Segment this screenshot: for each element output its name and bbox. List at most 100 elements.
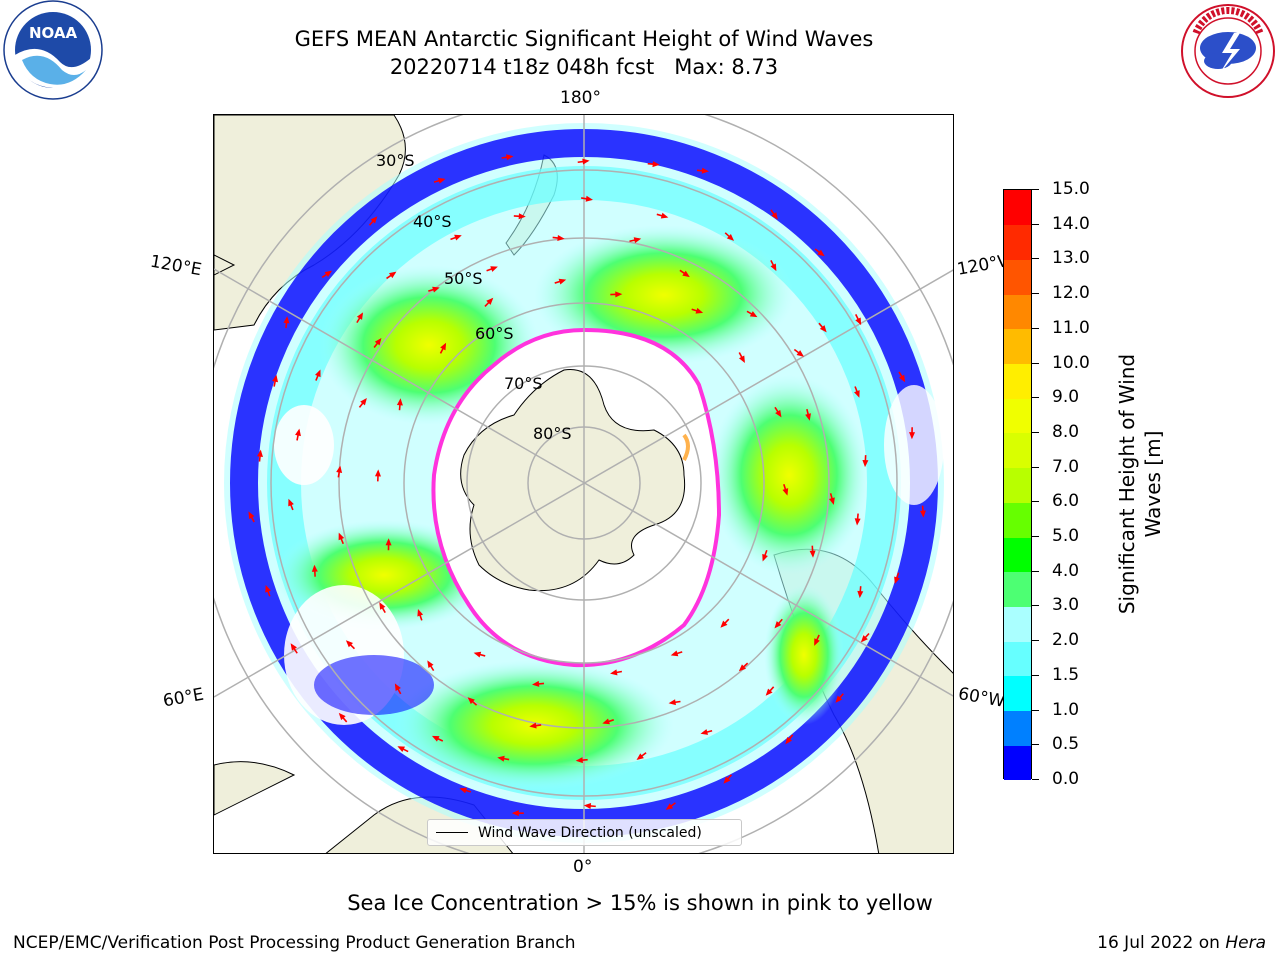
lon-label-180: 180° [560,88,601,108]
land-antarctica [460,368,686,592]
sea-ice-note: Sea Ice Concentration > 15% is shown in … [347,891,933,915]
wave-direction-arrowhead [701,167,709,174]
colorbar-tick-mark [1032,431,1039,433]
colorbar-tick-label: 5.0 [1052,526,1080,547]
colorbar-tick-mark [1032,293,1039,295]
wave-direction-arrowhead [835,695,843,703]
wave-direction-arrowhead [774,621,782,629]
wave-direction-arrowhead [765,688,773,696]
colorbar-tick-mark [1032,570,1039,572]
wave-direction-arrowhead [454,234,462,241]
wave-direction-arrowhead [909,432,916,440]
colorbar-tick-mark [1032,327,1039,329]
colorbar-tick-mark [1032,466,1039,468]
wave-direction-arrowhead [814,638,820,646]
wave-direction-arrowhead [700,729,709,735]
lat-label-60s: 60°S [475,324,514,343]
colorbar-segment [1004,224,1031,260]
colorbar-segment [1004,398,1031,434]
wave-direction-arrowhead [370,216,378,224]
nws-logo [1181,4,1275,98]
map-legend: Wind Wave Direction (unscaled) [427,819,742,846]
wave-direction-arrowhead [338,712,346,721]
wave-direction-arrowhead [388,271,397,279]
wave-direction-arrowhead [636,753,644,760]
wave-direction-arrowhead [486,297,494,305]
lat-label-30s: 30°S [376,151,415,170]
wave-direction-arrowhead [518,213,526,220]
graticule [214,115,953,853]
colorbar-tick-label: 0.0 [1052,769,1080,789]
colorbar-tick-mark [1032,744,1039,746]
colorbar-tick-mark [1032,605,1039,607]
footer-date: 16 Jul 2022 on Hera [1097,933,1266,953]
wave-direction-arrowhead [396,398,403,406]
noaa-logo: NOAA [3,0,103,100]
wave-direction-arrowhead [860,635,868,643]
footer-credit: NCEP/EMC/Verification Post Processing Pr… [13,933,576,953]
wave-direction-arrowhead [288,498,294,507]
colorbar-tick-label: 11.0 [1052,317,1090,338]
wave-direction-arrowhead [805,413,811,421]
wave-direction-arrowhead [257,449,263,457]
lon-label-60e: 60°E [161,684,206,712]
wave-direction-arrowhead [394,683,401,691]
colorbar-tick-mark [1032,709,1039,711]
wave-direction-arrowhead [771,212,778,220]
colorbar-tick-mark [1032,223,1039,225]
colorbar-segment [1004,190,1031,226]
legend-line-swatch [436,832,468,833]
wave-direction-arrowhead [854,518,861,526]
land-nw-corner [214,254,236,276]
wave-direction-arrowhead [290,643,297,651]
wave-direction-arrowhead [633,237,642,244]
wave-direction-arrowhead [770,263,777,272]
wave-direction-arrowhead [682,270,690,278]
land-africa [214,761,296,816]
wave-direction-arrowhead [782,488,789,496]
wave-direction-arrowhead [615,291,623,298]
wave-direction-arrowhead [490,266,498,272]
wave-direction-arrowhead [602,718,610,725]
chart-title: GEFS MEAN Antarctic Significant Height o… [294,27,874,51]
colorbar [1003,189,1032,781]
wave-direction-arrowhead [575,757,583,764]
wave-direction-arrowhead [665,803,674,810]
wave-direction-arrowhead [610,669,618,676]
wave-direction-arrowhead [862,459,869,468]
polar-map [214,115,953,853]
colorbar-tick-label: 3.0 [1052,595,1080,616]
wave-direction-arrowhead [506,154,514,161]
colorbar-tick-mark [1032,258,1039,260]
wave-direction-arrowhead [397,746,406,753]
wave-direction-arrowhead [919,510,926,518]
wave-direction-arrowhead [265,584,271,593]
wave-direction-arrowhead [473,651,482,658]
footer-machine: Hera [1225,933,1266,953]
wave-direction-arrowhead [356,312,364,320]
wave-direction-arrowhead [295,428,301,437]
wave-direction-arrowhead [459,787,467,794]
wave-direction-arrowhead [272,374,279,383]
colorbar-tick-mark [1032,362,1039,364]
colorbar-title-line2: Waves [m] [1141,430,1165,538]
colorbar-title: Significant Height of Wind Waves [m] [1114,354,1166,614]
wave-direction-arrowhead [558,278,567,285]
colorbar-tick-label: 13.0 [1052,248,1090,269]
colorbar-tick-label: 9.0 [1052,387,1080,408]
wave-direction-arrowhead [324,270,333,278]
lon-label-120w: 120°W [955,252,1005,280]
lat-label-70s: 70°S [504,374,543,393]
colorbar-tick-label: 4.0 [1052,560,1080,581]
lat-label-80s: 80°S [533,424,572,443]
wave-direction-arrowhead [248,511,255,519]
wave-direction-arrowhead [660,212,669,219]
wave-direction-arrowhead [723,776,731,784]
colorbar-tick-label: 7.0 [1052,456,1080,477]
footer-date-text: 16 Jul 2022 on [1097,933,1226,953]
wave-direction-arrowhead [432,286,440,293]
colorbar-tick-label: 12.0 [1052,283,1090,304]
colorbar-tick-label: 8.0 [1052,421,1080,442]
wave-direction-arrowhead [899,374,906,383]
colorbar-segment [1004,363,1031,399]
